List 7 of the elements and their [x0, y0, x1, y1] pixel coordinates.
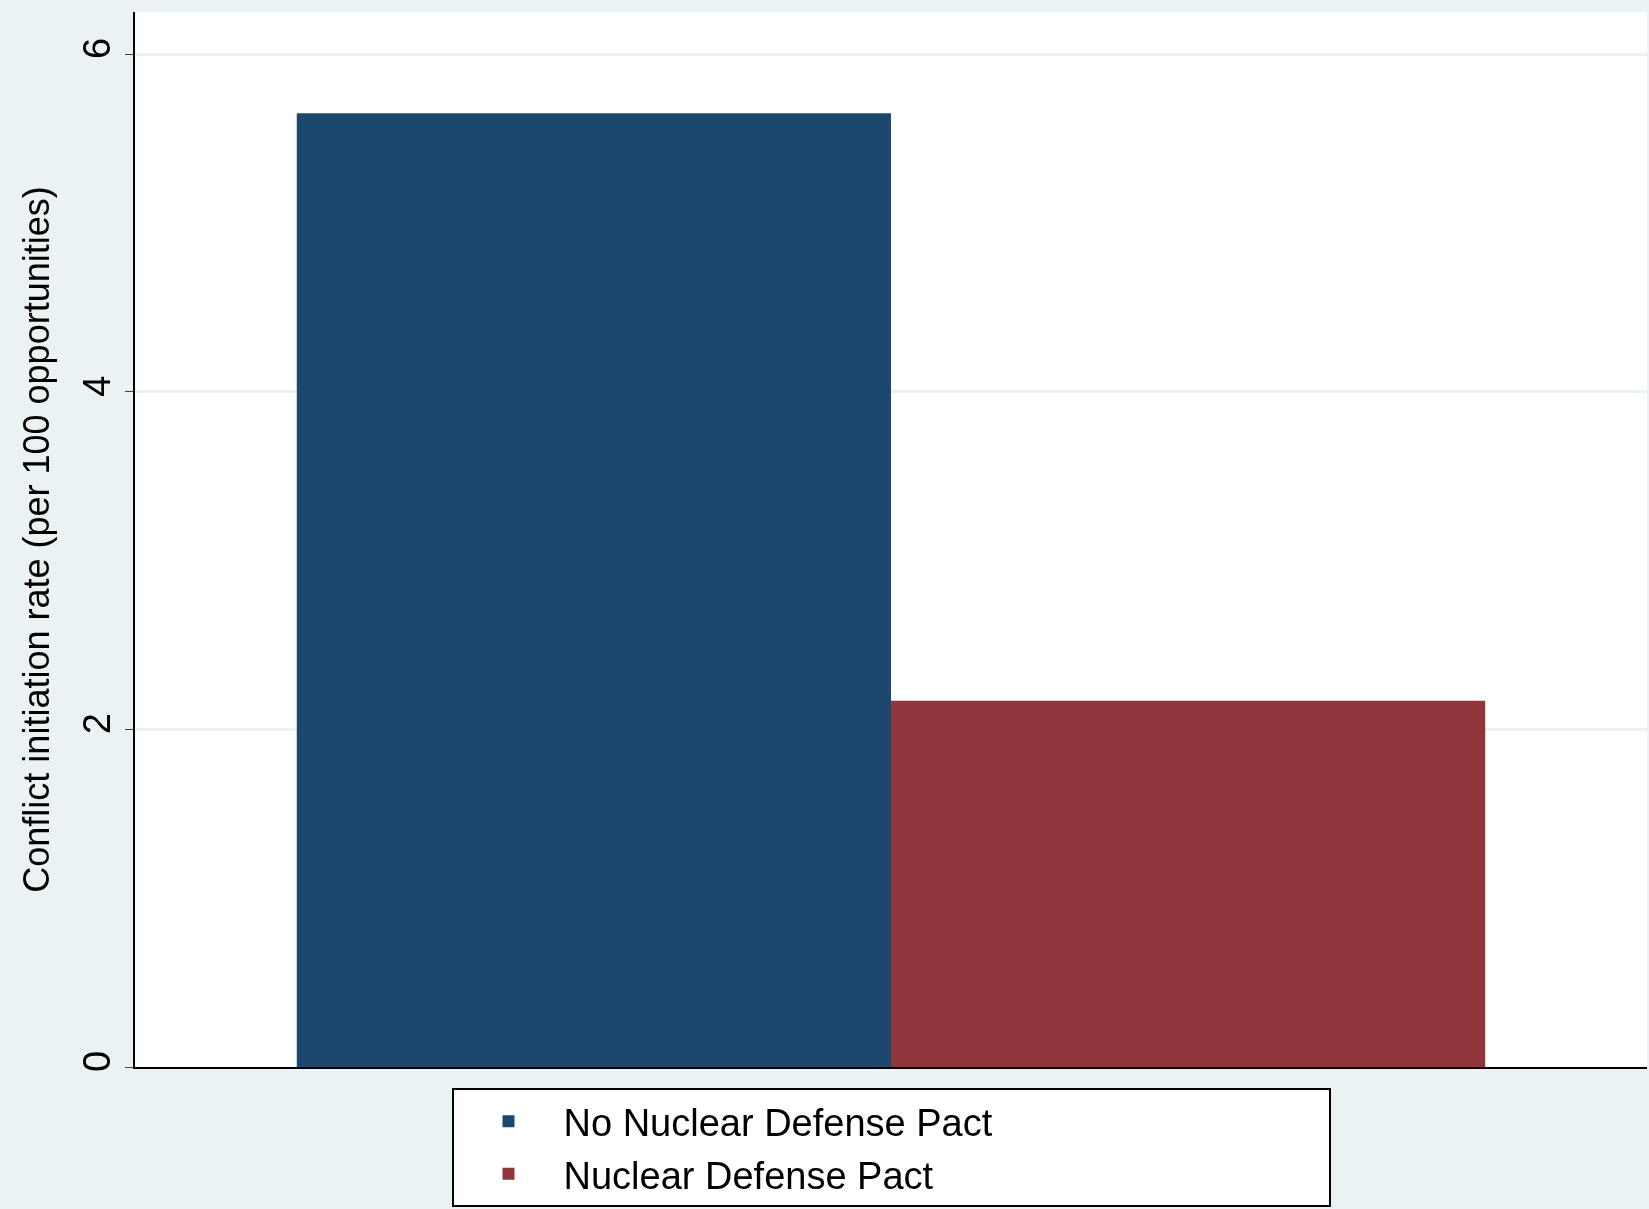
- y-axis-title: Conflict initiation rate (per 100 opportunities): [16, 186, 58, 893]
- y-tick-label: 4: [75, 375, 118, 397]
- legend-label: No Nuclear Defense Pact: [563, 1102, 993, 1145]
- y-tick-label: 0: [75, 1050, 118, 1072]
- y-tick-label: 2: [75, 713, 118, 735]
- legend-label: Nuclear Defense Pact: [563, 1154, 934, 1197]
- y-tick-label: 6: [75, 37, 118, 60]
